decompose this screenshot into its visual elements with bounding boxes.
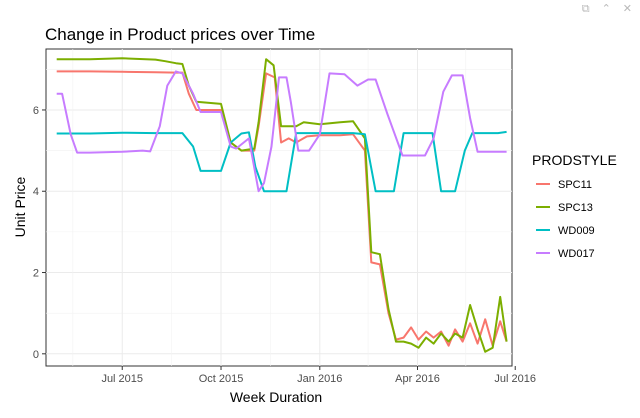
legend-label-spc13: SPC13 (558, 202, 593, 214)
series-line-wd009 (56, 130, 507, 193)
x-tick-label: Oct 2015 (199, 373, 244, 385)
y-tick-label: 0 (33, 349, 39, 361)
legend-title: PRODSTYLE (532, 152, 617, 168)
legend: PRODSTYLE SPC11 SPC13 WD009 WD017 (532, 152, 617, 262)
x-tick-label: Jul 2016 (494, 373, 536, 385)
x-tick-label: Jul 2015 (101, 373, 143, 385)
x-tick-label: Apr 2016 (395, 373, 440, 385)
window-controls: ⧉ ⌃ ✕ (582, 2, 632, 16)
legend-label-wd017: WD017 (558, 248, 595, 260)
series-line-wd017 (56, 70, 507, 193)
legend-label-wd009: WD009 (558, 225, 595, 237)
collapse-icon[interactable]: ⌃ (601, 3, 611, 15)
y-tick-label: 6 (33, 105, 39, 117)
x-axis-title: Week Duration (230, 389, 322, 405)
legend-label-spc11: SPC11 (558, 179, 592, 191)
series-line-spc11 (56, 70, 508, 347)
series-lines (56, 57, 508, 353)
expand-icon[interactable]: ⧉ (581, 3, 590, 15)
close-icon[interactable]: ✕ (622, 3, 632, 15)
chart-title: Change in Product prices over Time (45, 25, 315, 44)
axes: 0 2 4 6 Jul 2015 Oct 2015 Jan 2016 Apr 2016 Jul … (33, 105, 536, 385)
y-tick-label: 2 (33, 268, 39, 280)
x-tick-label: Jan 2016 (297, 373, 342, 385)
y-tick-label: 4 (33, 186, 39, 198)
y-axis-title: Unit Price (12, 176, 28, 237)
